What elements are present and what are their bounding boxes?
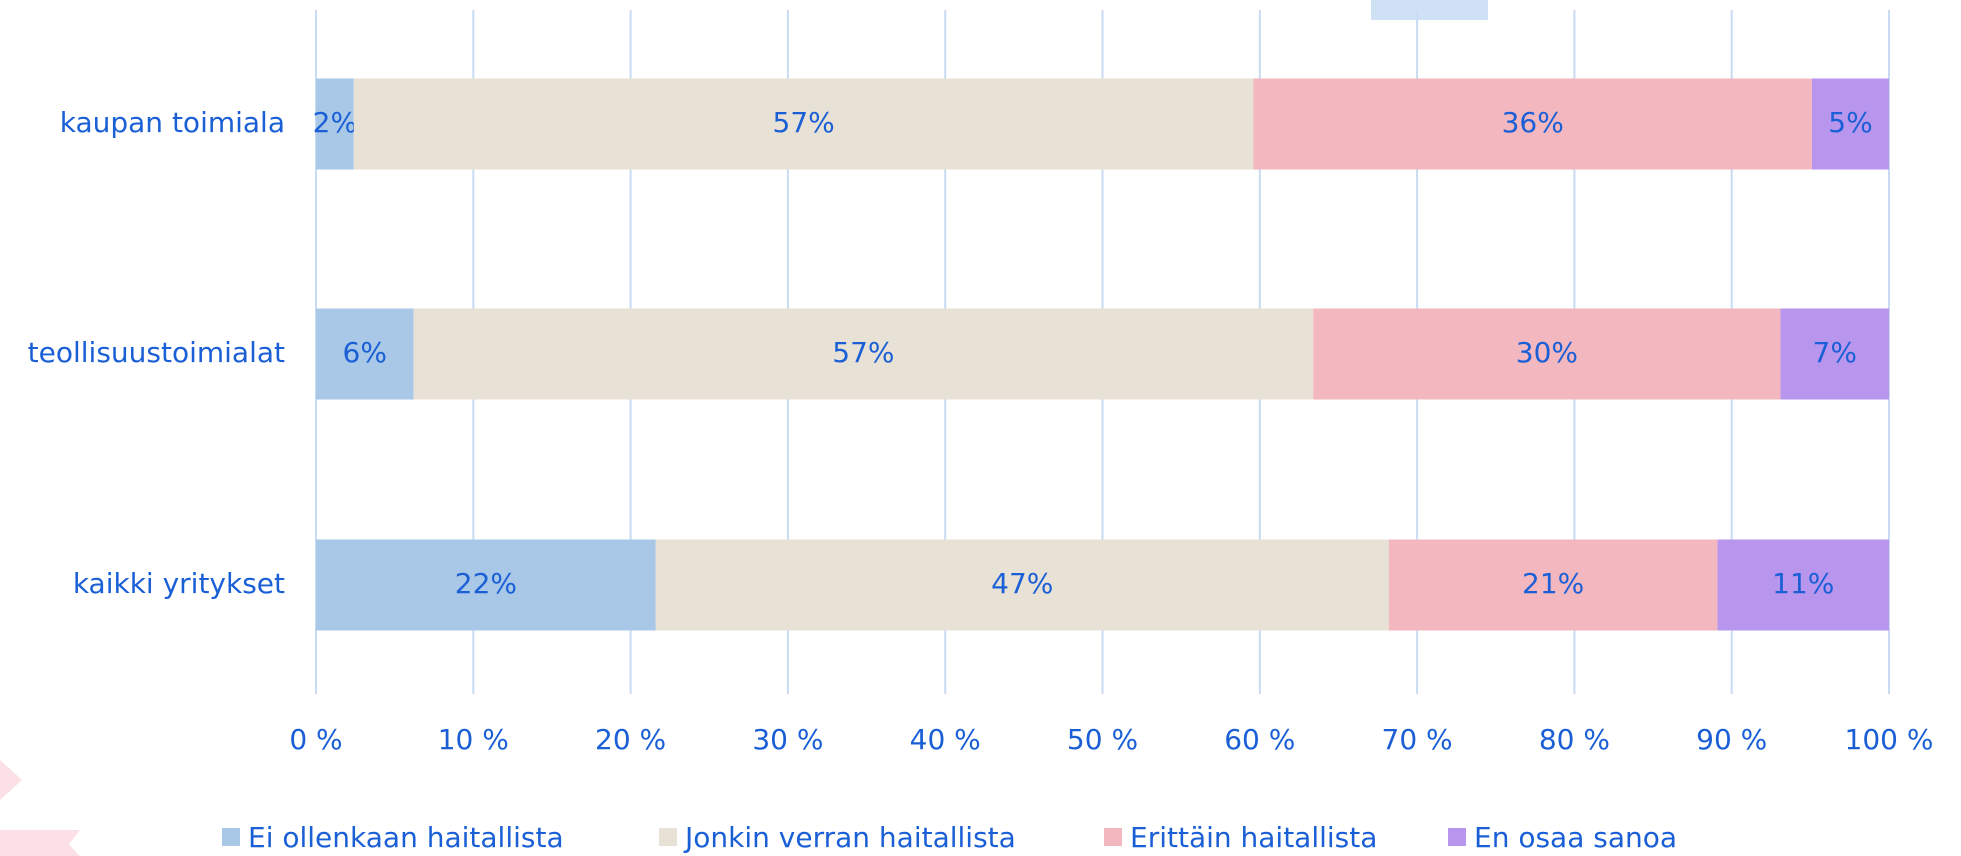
x-tick-label: 100 % bbox=[1845, 723, 1934, 756]
x-tick-label: 80 % bbox=[1539, 723, 1610, 756]
bar-segment bbox=[316, 308, 414, 400]
value-label: 5% bbox=[1828, 106, 1872, 139]
y-tick-label: kaupan toimiala bbox=[60, 106, 285, 139]
x-tick-label: 90 % bbox=[1696, 723, 1767, 756]
value-label: 21% bbox=[1522, 567, 1584, 600]
bar-segment bbox=[1253, 78, 1812, 170]
legend-label: Jonkin verran haitallista bbox=[683, 821, 1016, 854]
value-label: 6% bbox=[343, 336, 387, 369]
x-tick-label: 20 % bbox=[595, 723, 666, 756]
bar-segment bbox=[1313, 308, 1781, 400]
bar-segment bbox=[1388, 539, 1718, 631]
x-tick-label: 50 % bbox=[1067, 723, 1138, 756]
legend-label: Ei ollenkaan haitallista bbox=[248, 821, 564, 854]
bar-segment bbox=[655, 539, 1389, 631]
value-label: 57% bbox=[832, 336, 894, 369]
bar-segment bbox=[1780, 308, 1889, 400]
bar-segment bbox=[316, 539, 656, 631]
value-label: 30% bbox=[1516, 336, 1578, 369]
x-tick-label: 70 % bbox=[1382, 723, 1453, 756]
bar-segment bbox=[1717, 539, 1889, 631]
value-label: 36% bbox=[1502, 106, 1564, 139]
x-tick-label: 60 % bbox=[1224, 723, 1295, 756]
y-tick-label: teollisuustoimialat bbox=[28, 336, 285, 369]
legend-label: Erittäin haitallista bbox=[1130, 821, 1377, 854]
y-tick-label: kaikki yritykset bbox=[73, 567, 285, 600]
bar-segment bbox=[1811, 78, 1889, 170]
value-label: 22% bbox=[455, 567, 517, 600]
x-tick-label: 30 % bbox=[752, 723, 823, 756]
value-label: 2% bbox=[313, 106, 357, 139]
decor-shape bbox=[0, 760, 22, 800]
value-label: 7% bbox=[1813, 336, 1857, 369]
legend-swatch bbox=[222, 828, 240, 846]
bar-segment bbox=[413, 308, 1314, 400]
x-tick-label: 10 % bbox=[438, 723, 509, 756]
value-label: 57% bbox=[773, 106, 835, 139]
x-tick-label: 0 % bbox=[289, 723, 342, 756]
value-label: 47% bbox=[991, 567, 1053, 600]
bar-segment bbox=[316, 78, 354, 170]
x-tick-label: 40 % bbox=[910, 723, 981, 756]
legend-swatch bbox=[1104, 828, 1122, 846]
legend-swatch bbox=[1448, 828, 1466, 846]
value-label: 11% bbox=[1772, 567, 1834, 600]
decor-shape bbox=[30, 830, 80, 856]
decor-box bbox=[1371, 0, 1488, 20]
bar-segment bbox=[353, 78, 1254, 170]
legend-label: En osaa sanoa bbox=[1474, 821, 1677, 854]
legend-swatch bbox=[659, 828, 677, 846]
